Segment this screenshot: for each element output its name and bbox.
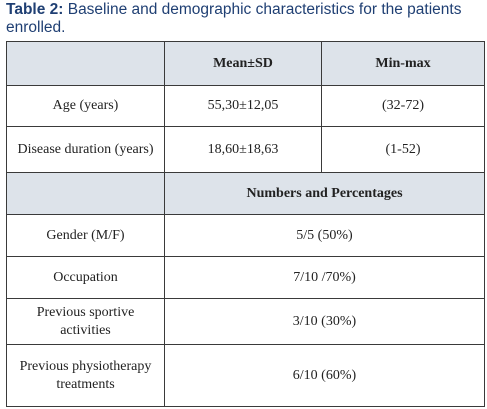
table-subheader-row: Numbers and Percentages bbox=[6, 172, 485, 215]
row-mean-sd: 18,60±18,63 bbox=[164, 126, 322, 173]
table-row: Occupation 7/10 /70%) bbox=[6, 256, 485, 299]
table-row: Disease duration (years) 18,60±18,63 (1-… bbox=[6, 126, 485, 173]
table-row: Previous physiotherapy treatments 6/10 (… bbox=[6, 344, 485, 407]
header-cell-label bbox=[6, 41, 165, 86]
row-label: Age (years) bbox=[6, 85, 165, 127]
row-value: 3/10 (30%) bbox=[164, 298, 485, 345]
row-label: Disease duration (years) bbox=[6, 126, 165, 173]
table-caption: Table 2: Baseline and demographic charac… bbox=[6, 1, 484, 37]
subheader-cell-label bbox=[6, 172, 165, 215]
header-cell-mean-sd: Mean±SD bbox=[164, 41, 322, 86]
header-cell-min-max: Min-max bbox=[321, 41, 485, 86]
row-label: Previous physiotherapy treatments bbox=[6, 344, 165, 407]
row-label: Gender (M/F) bbox=[6, 214, 165, 257]
row-min-max: (32-72) bbox=[321, 85, 485, 127]
row-value: 6/10 (60%) bbox=[164, 344, 485, 407]
table-header-row: Mean±SD Min-max bbox=[6, 41, 485, 86]
row-mean-sd: 55,30±12,05 bbox=[164, 85, 322, 127]
table-caption-label: Table 2: bbox=[6, 1, 64, 18]
row-min-max: (1-52) bbox=[321, 126, 485, 173]
row-value: 5/5 (50%) bbox=[164, 214, 485, 257]
row-value: 7/10 /70%) bbox=[164, 256, 485, 299]
subheader-cell-numbers-percentages: Numbers and Percentages bbox=[164, 172, 485, 215]
table-row: Age (years) 55,30±12,05 (32-72) bbox=[6, 85, 485, 127]
table-row: Gender (M/F) 5/5 (50%) bbox=[6, 214, 485, 257]
table-row: Previous sportive activities 3/10 (30%) bbox=[6, 298, 485, 345]
characteristics-table: Mean±SD Min-max Age (years) 55,30±12,05 … bbox=[6, 41, 485, 407]
row-label: Previous sportive activities bbox=[6, 298, 165, 345]
row-label: Occupation bbox=[6, 256, 165, 299]
table-caption-text: Baseline and demographic characteristics… bbox=[6, 1, 462, 36]
